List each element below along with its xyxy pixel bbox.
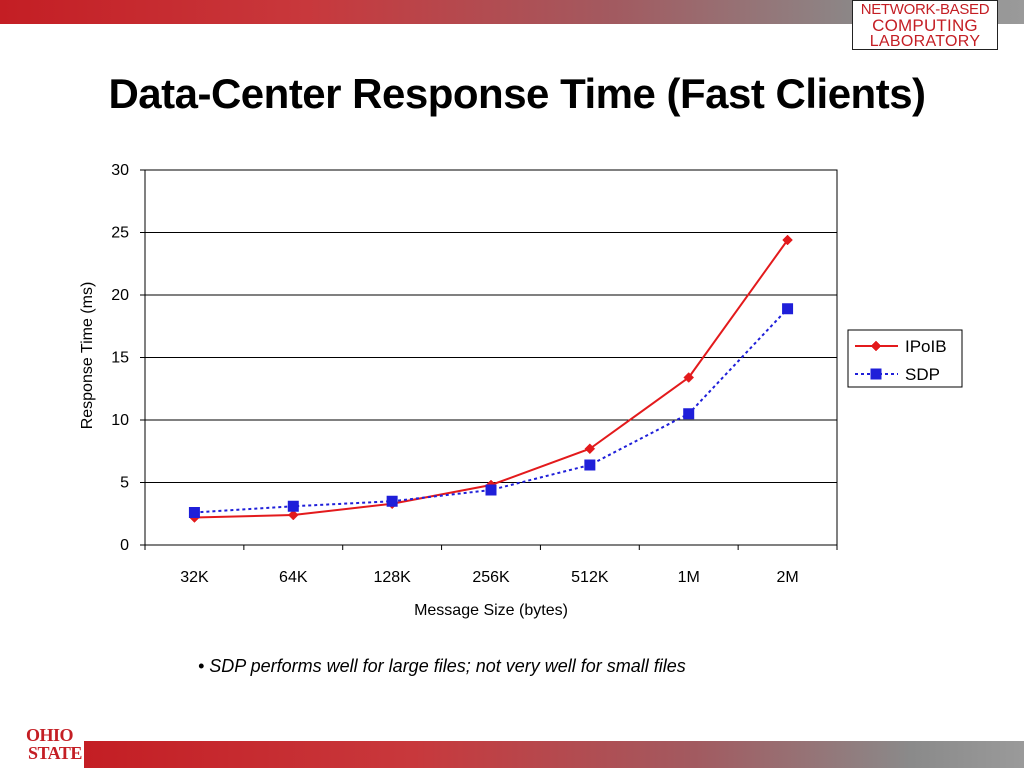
ohio-state-logo: OHIO STATE	[26, 726, 82, 766]
bullet-note: • SDP performs well for large files; not…	[198, 656, 686, 676]
x-tick-label: 32K	[180, 569, 209, 586]
point-ipoib	[287, 509, 299, 521]
y-tick-label: 5	[120, 475, 129, 492]
slide-title: Data-Center Response Time (Fast Clients)	[108, 70, 926, 117]
series-line-ipoib	[194, 239, 789, 519]
point-sdp	[683, 408, 695, 420]
y-tick-label: 10	[111, 412, 129, 429]
x-tick-label: 512K	[571, 569, 609, 586]
point-sdp	[188, 507, 200, 518]
y-tick-label: 30	[111, 162, 129, 179]
point-sdp	[584, 459, 596, 471]
logo-line-2: COMPUTING	[872, 16, 978, 35]
legend-marker	[870, 340, 882, 352]
point-sdp	[287, 500, 299, 512]
x-tick-label: 256K	[472, 569, 510, 586]
point-sdp	[782, 303, 794, 315]
nbcl-logo: NETWORK-BASED COMPUTING LABORATORY	[852, 0, 998, 50]
y-tick-label: 15	[111, 350, 129, 367]
point-sdp	[386, 495, 398, 507]
x-tick-label: 128K	[373, 569, 411, 586]
osu-logo-line-2: STATE	[28, 743, 82, 763]
point-ipoib	[683, 372, 695, 383]
legend-box	[847, 329, 963, 388]
y-tick-label: 25	[111, 225, 129, 242]
point-sdp	[485, 484, 497, 496]
x-tick-label: 1M	[678, 569, 700, 586]
legend-label: IPoIB	[905, 337, 947, 356]
legend-marker	[870, 368, 882, 380]
y-axis-label: Response Time (ms)	[79, 282, 96, 430]
y-tick-label: 20	[111, 287, 129, 304]
bottom-banner	[84, 741, 1024, 768]
logo-line-3: LABORATORY	[869, 33, 981, 50]
x-tick-label: 64K	[279, 569, 308, 586]
point-ipoib	[782, 234, 793, 246]
y-tick-label: 0	[120, 537, 129, 554]
logo-line-1: NETWORK-BASED	[860, 1, 990, 18]
x-tick-label: 2M	[776, 569, 798, 586]
x-axis-label: Message Size (bytes)	[414, 602, 568, 619]
point-ipoib	[584, 443, 596, 455]
osu-logo-line-1: OHIO	[26, 725, 74, 745]
legend-label: SDP	[905, 365, 940, 384]
